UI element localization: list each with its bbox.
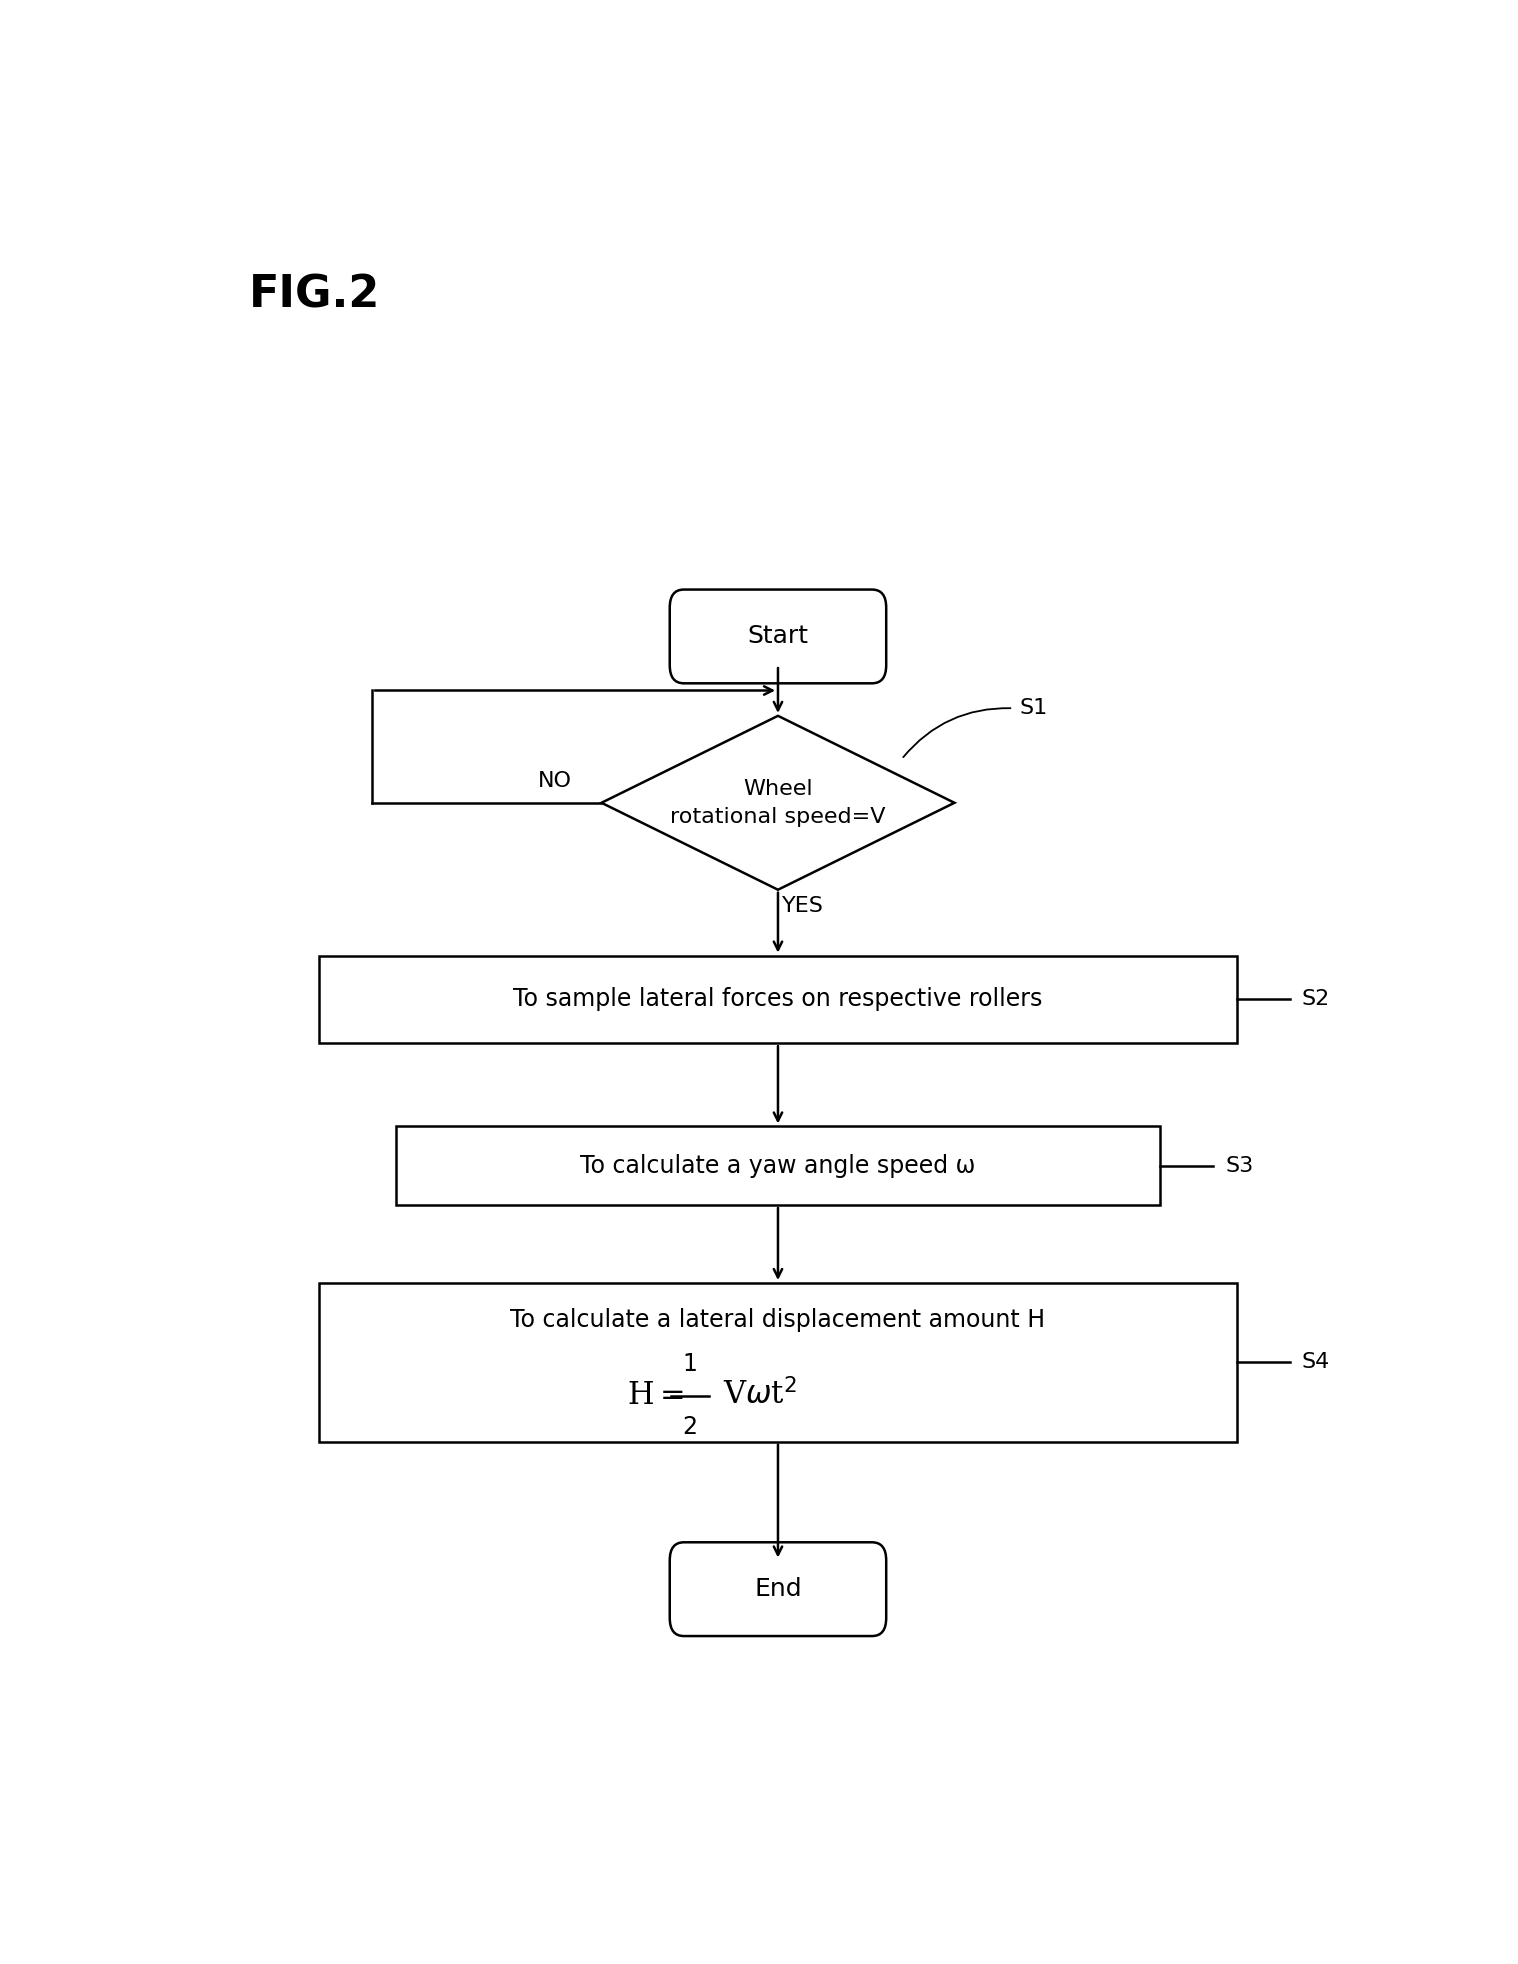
Text: To calculate a lateral displacement amount H: To calculate a lateral displacement amou… (510, 1308, 1046, 1332)
Text: To sample lateral forces on respective rollers: To sample lateral forces on respective r… (513, 988, 1043, 1011)
Text: S4: S4 (1301, 1353, 1330, 1373)
Text: Wheel
rotational speed=V: Wheel rotational speed=V (671, 780, 885, 827)
Text: S2: S2 (1301, 990, 1330, 1009)
Text: To calculate a yaw angle speed ω: To calculate a yaw angle speed ω (580, 1153, 976, 1178)
Text: S1: S1 (1019, 699, 1047, 719)
Text: 2: 2 (682, 1416, 697, 1440)
Bar (396, 1127, 1160, 1206)
Polygon shape (601, 715, 955, 890)
Bar (319, 1282, 1237, 1442)
FancyBboxPatch shape (669, 589, 887, 683)
Text: 1: 1 (682, 1351, 697, 1377)
Text: S3: S3 (1225, 1155, 1254, 1176)
Text: Start: Start (747, 625, 809, 648)
Text: End: End (754, 1577, 802, 1601)
FancyBboxPatch shape (669, 1542, 887, 1636)
Text: V$\omega$t$^{2}$: V$\omega$t$^{2}$ (723, 1379, 797, 1412)
Text: FIG.2: FIG.2 (249, 273, 380, 316)
Text: H$=$: H$=$ (627, 1381, 683, 1410)
Text: NO: NO (537, 770, 572, 791)
Text: YES: YES (782, 896, 823, 915)
Bar (319, 956, 1237, 1043)
